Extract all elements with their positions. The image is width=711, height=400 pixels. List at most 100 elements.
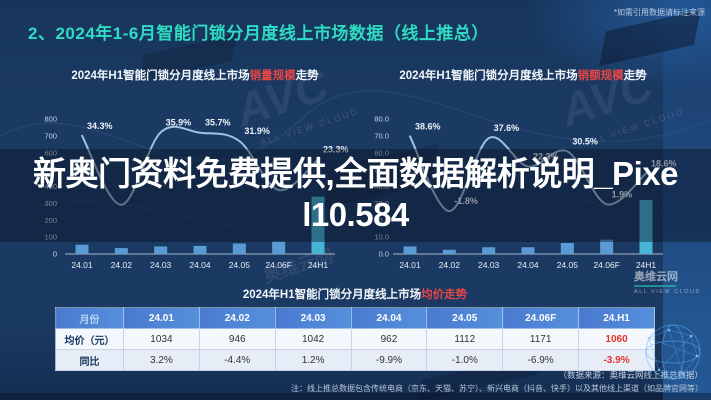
table-row: 同比 3.2% -4.4% 1.2% -9.9% -1.0% -6.9% -3.9% xyxy=(55,349,655,371)
x-axis-category-label: 24H1 xyxy=(308,260,329,270)
table-header-cell: 月份 xyxy=(55,307,124,329)
y-axis-tick-label: 0 xyxy=(53,250,57,259)
data-point-label: 30.5% xyxy=(572,136,598,146)
table-header-cell: 24.04 xyxy=(350,307,428,329)
x-axis-category-label: 24.06F xyxy=(265,260,291,270)
y-axis-tick-label: 600 xyxy=(44,148,57,157)
volume-chart: 0 100 200 300 400 500 600 700 800 34.3% 35.9% 35.7%… xyxy=(44,115,349,271)
table-header-cell: 24.H1 xyxy=(578,307,655,329)
bar xyxy=(482,247,496,254)
y-axis-tick-label: 70.0 xyxy=(374,131,389,140)
right-chart-title-suffix: 走势 xyxy=(623,70,647,82)
bar xyxy=(521,247,535,254)
data-point-label: 37.6% xyxy=(494,123,520,133)
bar xyxy=(311,196,325,254)
table-cell: 1171 xyxy=(502,328,580,350)
left-chart-title-prefix: 2024年H1智能门锁分月度线上市场 xyxy=(71,70,250,82)
data-point-label: 31.9% xyxy=(244,126,270,136)
right-chart-title-prefix: 2024年H1智能门锁分月度线上市场 xyxy=(399,70,578,82)
bar xyxy=(193,245,207,254)
y-axis-tick-label: 500 xyxy=(44,165,57,174)
data-point-label: 35.9% xyxy=(166,117,192,127)
table-title: 2024年H1智能门锁分月度线上市场均价走势 xyxy=(55,286,655,302)
overlay-headline-line2: l10.584 xyxy=(302,196,409,233)
table-cell: 946 xyxy=(198,328,276,350)
y-axis-tick-label: 30.0 xyxy=(374,199,389,208)
table-title-highlight: 均价走势 xyxy=(421,289,468,301)
data-point-label: 23.3% xyxy=(323,145,349,155)
data-point-label: 38.6% xyxy=(415,121,441,131)
x-axis-category-label: 24.03 xyxy=(150,260,172,270)
x-axis-category-label: 24.03 xyxy=(478,260,500,270)
data-point-label: 35.7% xyxy=(205,118,231,128)
y-axis-tick-label: 300 xyxy=(44,199,57,208)
revenue-chart: 0.0 10.0 20.0 30.0 40.0 50.0 60.0 70.0 80.0 38.6%… xyxy=(374,115,677,271)
table-cell: -1.0% xyxy=(426,349,504,371)
overlay-headline: 新奥门资料免费提供,全面数据解析说明_Pixe l10.584 xyxy=(30,153,681,235)
table-header-cell: 24.02 xyxy=(198,307,276,329)
data-point-label: -1.8% xyxy=(454,196,478,206)
table-cell: 1042 xyxy=(274,328,352,350)
x-axis-category-label: 24.04 xyxy=(189,260,211,270)
citation-note: *如需引用数据请标注来源 xyxy=(613,8,705,17)
bottom-shade xyxy=(0,393,711,400)
y-axis-tick-label: 60.0 xyxy=(374,148,389,157)
bar xyxy=(232,243,246,254)
table-cell: -9.9% xyxy=(350,349,428,371)
table-cell: -4.4% xyxy=(198,349,276,371)
table-cell: 1.2% xyxy=(274,349,352,371)
y-axis-tick-label: 50.0 xyxy=(374,165,389,174)
bar xyxy=(403,246,417,254)
avc-logo-bar xyxy=(634,285,677,287)
table-header-cell: 24.03 xyxy=(274,307,352,329)
overlay-headline-line1: 新奥门资料免费提供,全面数据解析说明_Pixe xyxy=(33,155,678,192)
bar xyxy=(560,243,574,254)
avc-logo-text: 奥维云网 xyxy=(634,271,679,283)
data-point-label: 34.3% xyxy=(87,121,113,131)
x-axis-category-label: 24.05 xyxy=(557,260,579,270)
left-chart-title-suffix: 走势 xyxy=(295,70,319,82)
x-axis-category-label: 24.01 xyxy=(71,260,93,270)
x-axis-category-label: 24.06F xyxy=(593,260,619,270)
bar xyxy=(114,248,128,254)
trend-line xyxy=(81,125,319,206)
table-header-row: 月份 24.01 24.02 24.03 24.04 24.05 24.06F 24.H1 xyxy=(55,307,655,329)
table-header-cell: 24.01 xyxy=(123,307,200,329)
bar xyxy=(639,200,653,254)
overlay-band xyxy=(0,149,711,242)
x-axis-category-label: 24.02 xyxy=(439,260,461,270)
x-axis-category-label: 24.01 xyxy=(399,260,421,270)
table-row-label: 同比 xyxy=(55,349,124,371)
data-point-label: 1.9% xyxy=(612,189,633,199)
data-point-label: 18.6% xyxy=(651,158,677,168)
y-axis-tick-label: 200 xyxy=(44,216,57,225)
price-table: 月份 24.01 24.02 24.03 24.04 24.05 24.06F 24.H1 均… xyxy=(55,307,655,371)
table-cell: 1112 xyxy=(426,328,504,350)
y-axis-tick-label: 0.0 xyxy=(379,250,389,259)
bar xyxy=(75,244,89,254)
bar xyxy=(442,249,456,254)
x-axis-category-label: 24.04 xyxy=(517,260,539,270)
avc-logo: 奥维云网 ALL VIEW CLOUD xyxy=(634,268,701,295)
right-tech-strip xyxy=(663,0,711,400)
table-cell: 962 xyxy=(350,328,428,350)
y-axis-tick-label: 800 xyxy=(44,115,57,124)
table-row: 均价（元） 1034 946 1042 962 1112 1171 1060 xyxy=(55,328,655,350)
y-axis-tick-label: 400 xyxy=(44,182,57,191)
avc-logo-subtext: ALL VIEW CLOUD xyxy=(634,289,701,295)
data-point-label: 22.3% xyxy=(533,152,559,162)
table-cell: 3.2% xyxy=(123,349,200,371)
y-axis-tick-label: 700 xyxy=(44,131,57,140)
bar xyxy=(272,241,286,254)
x-axis-category-label: 24H1 xyxy=(636,260,657,270)
x-axis-category-label: 24.05 xyxy=(229,260,251,270)
data-source-note: （数据来源：奥维云网线上推总数据） xyxy=(558,370,703,380)
y-axis-tick-label: 20.0 xyxy=(374,216,389,225)
left-chart-title: 2024年H1智能门锁分月度线上市场销量规模走势 xyxy=(30,67,360,83)
table-cell: 1034 xyxy=(123,328,200,350)
right-chart-title-highlight: 销额规模 xyxy=(577,70,624,82)
table-header-cell: 24.06F xyxy=(502,307,580,329)
table-cell: -3.9% xyxy=(578,349,655,371)
x-axis-category-label: 24.02 xyxy=(111,260,133,270)
